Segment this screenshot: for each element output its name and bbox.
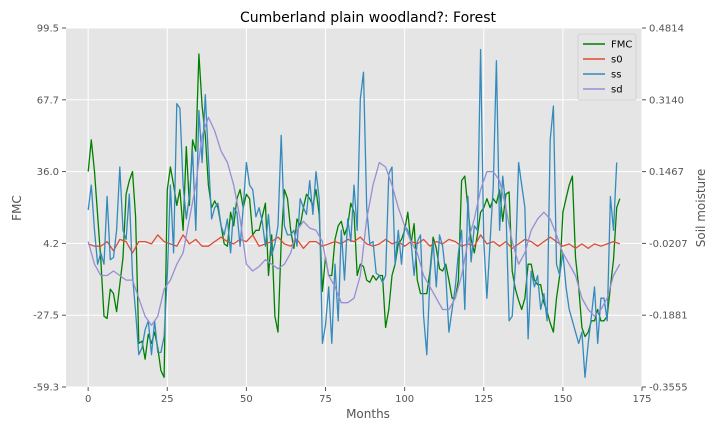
x-tick-label: 100 xyxy=(395,394,414,405)
x-tick-label: 0 xyxy=(85,394,91,405)
legend-label: FMC xyxy=(611,40,632,51)
y-left-tick-label: 4.2 xyxy=(43,239,59,250)
y-left-tick-label: -27.5 xyxy=(33,311,59,322)
y-right-tick-label: -0.0207 xyxy=(649,239,688,250)
y-axis-left-label: FMC xyxy=(10,195,24,221)
y-right-tick-label: -0.3555 xyxy=(649,383,688,394)
y-right-tick-label: 0.1467 xyxy=(649,167,684,178)
legend: FMC s0 ss sd xyxy=(577,33,637,101)
legend-label: sd xyxy=(611,85,623,96)
x-tick-label: 150 xyxy=(553,394,572,405)
y-left-tick-label: 36.0 xyxy=(37,167,59,178)
x-axis-label: Months xyxy=(346,407,390,421)
legend-label: s0 xyxy=(611,55,623,66)
series-line-sd xyxy=(87,116,621,326)
y-right-tick-label: -0.1881 xyxy=(649,311,688,322)
series-line-s0 xyxy=(87,234,621,254)
x-axis: 0 25 50 75 100 125 150 175 xyxy=(85,387,652,405)
series-line-fmc xyxy=(87,53,621,378)
y-right-tick-label: 0.4814 xyxy=(649,24,684,35)
series-lines xyxy=(87,48,621,378)
plot-area xyxy=(66,28,642,387)
y-axis-left: 99.5 67.7 36.0 4.2 -27.5 -59.3 xyxy=(33,24,66,394)
y-axis-right: 0.4814 0.3140 0.1467 -0.0207 -0.1881 -0.3555 xyxy=(642,24,688,394)
x-tick-label: 25 xyxy=(161,394,174,405)
legend-label: ss xyxy=(611,70,621,81)
chart-title: Cumberland plain woodland?: Forest xyxy=(240,10,497,26)
legend-box xyxy=(577,33,637,101)
y-left-tick-label: 99.5 xyxy=(37,24,59,35)
y-left-tick-label: -59.3 xyxy=(33,383,59,394)
x-tick-label: 75 xyxy=(319,394,332,405)
x-tick-label: 175 xyxy=(632,394,651,405)
x-tick-label: 50 xyxy=(240,394,253,405)
series-line-ss xyxy=(87,48,618,378)
y-right-tick-label: 0.3140 xyxy=(649,95,684,106)
y-left-tick-label: 67.7 xyxy=(37,95,59,106)
x-tick-label: 125 xyxy=(474,394,493,405)
y-axis-right-label: Soil moisture xyxy=(694,169,708,247)
